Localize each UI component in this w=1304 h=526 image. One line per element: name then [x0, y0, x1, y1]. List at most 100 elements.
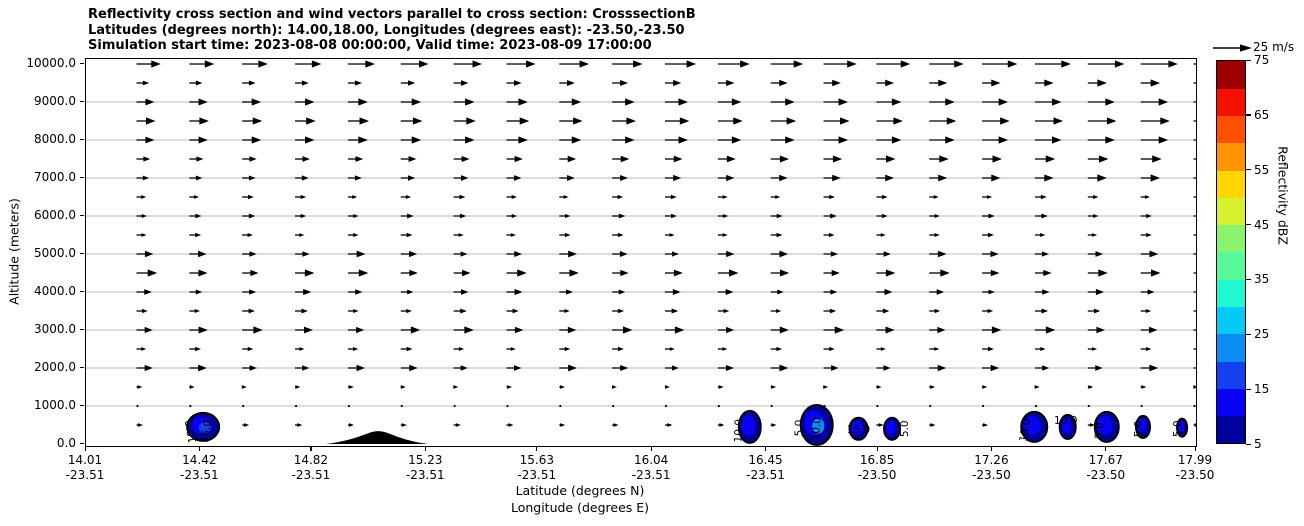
wind-arrow-head [311, 60, 322, 68]
wind-arrow-head [564, 309, 570, 313]
wind-arrow-head [776, 346, 783, 352]
x-axis-title-lon: Longitude (degrees E) [510, 499, 650, 515]
wind-arrow-head [998, 136, 1009, 144]
wind-arrow [347, 404, 350, 408]
wind-arrow [136, 404, 139, 408]
wind-arrow-head [459, 213, 467, 219]
colorbar [1216, 60, 1246, 444]
x-tick-mark [84, 447, 86, 451]
wind-arrow-head [349, 423, 355, 427]
x-tick-lat: 16.85 [859, 453, 895, 467]
y-tick-mark [80, 62, 84, 64]
wind-arrow [982, 404, 985, 408]
wind-arrow-head [847, 60, 857, 68]
wind-arrow [189, 404, 192, 408]
cross-section-canvas: 10.0 15.0 10.0 5.0 10.0 15.0 5.0 10.0 10.05.0 5.0… [86, 60, 1196, 446]
wind-arrow-head [831, 269, 840, 277]
blob-core [1180, 424, 1185, 432]
wind-arrow-head [461, 289, 469, 295]
wind-arrow-head [1093, 213, 1099, 219]
wind-arrow-head [563, 195, 569, 199]
wind-arrow-head [571, 136, 582, 144]
wind-arrow-head [620, 79, 629, 87]
y-tick-mark [80, 366, 84, 368]
wind-arrow-head [940, 269, 950, 277]
wind-arrow-head [726, 174, 735, 182]
x-tick-lat: 14.42 [182, 453, 217, 467]
wind-arrow-head [409, 269, 418, 277]
wind-arrow [1193, 404, 1196, 408]
wind-arrow-head [564, 346, 571, 352]
wind-arrow-head [147, 269, 158, 277]
wind-arrow-head [194, 308, 201, 314]
wind-arrow [1034, 404, 1038, 408]
x-tick-lon: -23.51 [291, 468, 331, 482]
x-tick-label: 17.67 -23.50 [1071, 453, 1141, 483]
wind-arrow-head [983, 423, 989, 427]
wind-arrow [453, 404, 456, 408]
wind-arrow-head [465, 98, 475, 106]
reflectivity-blob: 5.0 10.0 [794, 404, 834, 446]
x-tick-lat: 17.99 [1177, 453, 1213, 467]
wind-arrow-head [303, 288, 312, 296]
wind-arrow-head [305, 136, 315, 144]
wind-arrow-head [356, 364, 366, 372]
contour-label: 5.0 [794, 420, 806, 437]
wind-arrow-head [991, 79, 1001, 87]
colorbar-segment [1217, 361, 1245, 389]
wind-arrow-head [569, 269, 579, 277]
wind-arrow-head [834, 326, 845, 334]
wind-arrow-head [731, 98, 742, 106]
wind-arrow-head [934, 347, 940, 351]
wind-arrow-head [990, 250, 999, 258]
wind-arrow-head [564, 213, 571, 219]
wind-arrow-head [939, 155, 949, 163]
wind-arrow-head [982, 385, 988, 389]
x-tick-mark [1194, 447, 1196, 451]
wind-arrow-head [880, 347, 886, 351]
wind-arrow-head [304, 326, 313, 334]
x-tick-lon: -23.50 [857, 468, 897, 482]
wind-arrow-head [1045, 155, 1056, 163]
wind-arrow-head [883, 365, 891, 371]
wind-arrow-head [937, 364, 947, 372]
wind-arrow-head [672, 289, 681, 295]
x-tick-lat: 17.26 [974, 453, 1009, 467]
wind-arrow-head [142, 80, 150, 86]
wind-arrow-head [566, 289, 574, 295]
wind-arrow-head [891, 98, 902, 106]
wind-arrow-head [1041, 308, 1049, 314]
wind-arrow-head [300, 213, 307, 219]
wind-arrow-head [617, 232, 624, 238]
x-tick-label: 16.45 -23.51 [731, 453, 801, 483]
wind-arrow-head [511, 213, 518, 219]
plot-title-line1: Reflectivity cross section and wind vect… [88, 7, 696, 22]
wind-arrow-head [411, 136, 422, 144]
wind-arrow-head [829, 346, 835, 352]
wind-arrow-head [1146, 346, 1152, 352]
wind-arrow-head [936, 289, 945, 295]
wind-arrow-head [934, 308, 941, 314]
wind-arrow-head [249, 289, 257, 295]
wind-arrow-head [775, 195, 781, 199]
wind-arrow-head [988, 232, 994, 238]
contour-label: 10.0 [183, 419, 199, 444]
wind-arrow-head [618, 213, 626, 219]
contour-label: 10.0 [732, 419, 745, 443]
x-tick-lon: -23.51 [405, 468, 445, 482]
wind-arrow-head [401, 423, 407, 427]
colorbar-segment [1217, 61, 1245, 89]
reflectivity-blob: 10.0 15.0 [183, 411, 221, 444]
wind-arrow-head [195, 289, 203, 295]
wind-arrow-head [517, 269, 527, 277]
wind-arrow-head [196, 156, 204, 162]
wind-arrow-head [840, 117, 850, 125]
y-tick-label: 7000.0 [34, 170, 76, 184]
y-tick-mark [80, 290, 84, 292]
wind-arrow-head [771, 385, 777, 389]
wind-arrow-head [355, 156, 364, 162]
wind-arrow-head [141, 347, 147, 351]
wind-arrow-head [359, 117, 370, 125]
colorbar-tick-label: 5 [1254, 437, 1262, 451]
x-tick-lat: 14.01 [67, 453, 103, 467]
